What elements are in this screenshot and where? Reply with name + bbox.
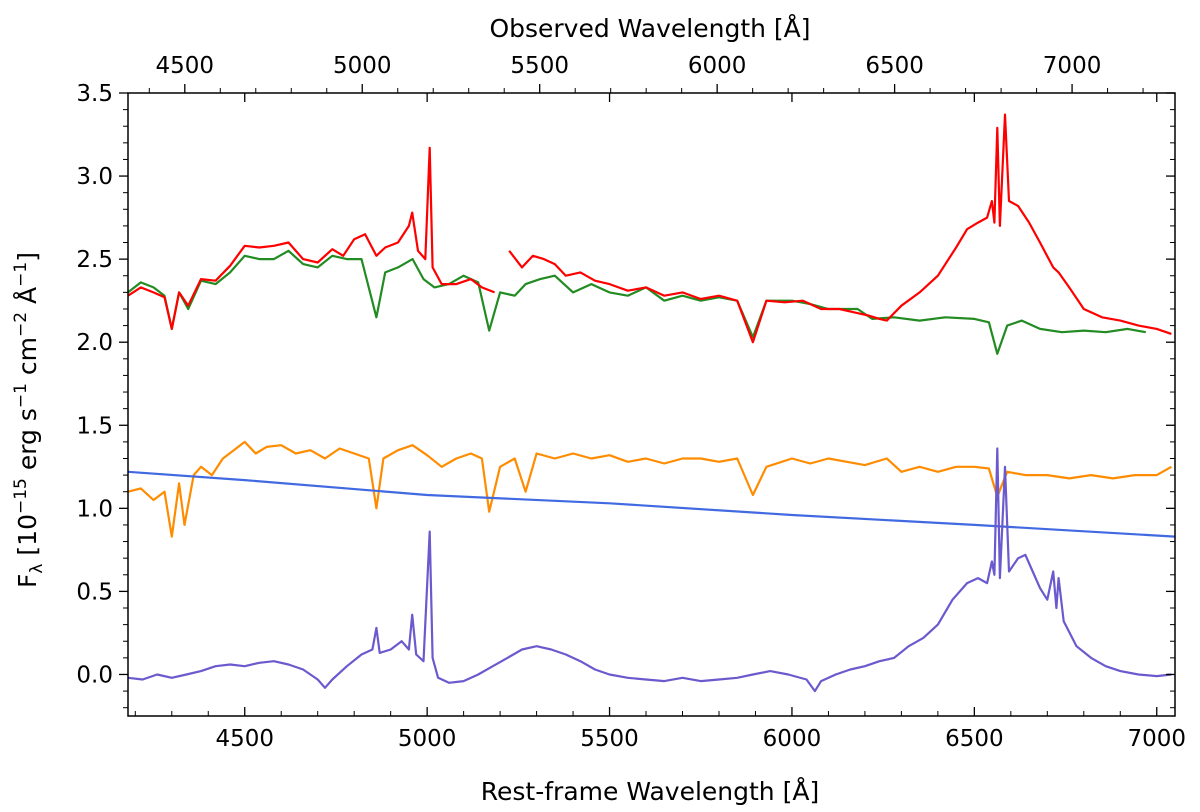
series-line-2	[127, 113, 1172, 344]
x2-axis-title: Observed Wavelength [Å]	[489, 14, 810, 43]
y-tick-label: 2.0	[76, 330, 113, 356]
y-tick-label: 3.0	[76, 164, 113, 190]
x-tick-label: 6500	[945, 726, 1004, 752]
x2-tick-label: 4500	[156, 53, 215, 79]
series-layer	[127, 113, 1176, 693]
x-tick-label: 5000	[398, 726, 457, 752]
x-tick-label: 7000	[1127, 726, 1186, 752]
x2-tick-label: 7000	[1043, 53, 1102, 79]
x2-tick-label: 5000	[333, 53, 392, 79]
y-tick-label: 1.5	[76, 413, 113, 439]
y-tick-label: 0.0	[76, 662, 113, 688]
x2-tick-label: 6000	[688, 53, 747, 79]
series-line-1	[127, 249, 1146, 355]
x-axis-bottom: 4500 5000 5500 6000 6500 7000	[134, 93, 1186, 752]
series-line-5	[127, 447, 1172, 693]
x-tick-label: 6000	[763, 726, 822, 752]
series-line-3	[127, 440, 1172, 538]
x-axis-title: Rest-frame Wavelength [Å]	[481, 777, 819, 806]
x2-tick-label: 6500	[865, 53, 924, 79]
y-tick-label: 1.0	[76, 496, 113, 522]
y-tick-label: 2.5	[76, 247, 113, 273]
plot-frame	[127, 92, 1176, 717]
series-line-4	[127, 470, 1176, 538]
y-tick-label: 0.5	[76, 579, 113, 605]
y-tick-label: 3.5	[76, 81, 113, 107]
x-tick-label: 5500	[580, 726, 639, 752]
y-axis: 0.0 0.5 1.0 1.5 2.0 2.5 3.0 3.5	[76, 81, 1175, 709]
x-tick-label: 4500	[215, 726, 274, 752]
y-axis-title: Fλ [10−15 erg s−1 cm−2 Å−1]	[11, 252, 47, 588]
x2-tick-label: 5500	[510, 53, 569, 79]
x-axis-top: 4500 5000 5500 6000 6500 7000	[148, 53, 1144, 93]
